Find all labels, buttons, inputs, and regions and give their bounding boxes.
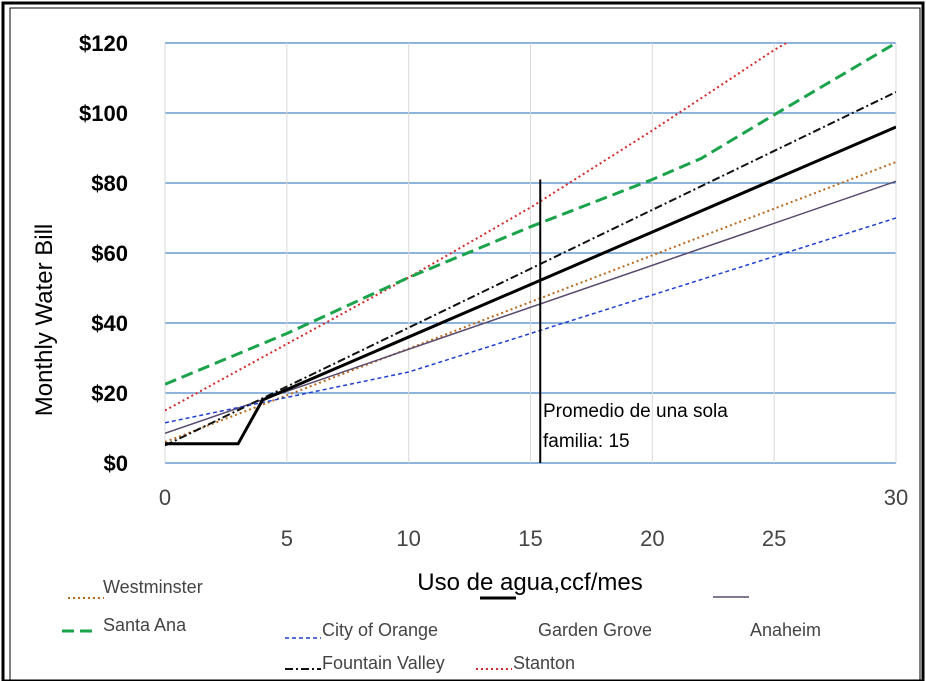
average-annotation: Promedio de una sola familia: 15 — [539, 179, 728, 463]
legend-label-santa-ana: Santa Ana — [103, 615, 187, 635]
series-lines — [165, 43, 896, 447]
chart-frame-inner — [9, 7, 921, 681]
legend-label-garden-grove: Garden Grove — [538, 620, 652, 640]
y-tick-label: $120 — [79, 31, 128, 56]
series-line-westminster — [165, 161, 896, 443]
series-line-anaheim — [165, 180, 896, 435]
gridlines — [164, 42, 897, 464]
legend: Westminster Santa Ana City of Orange Garden… — [62, 577, 821, 673]
legend-label-stanton: Stanton — [513, 653, 575, 673]
y-tick-labels: $0 $20 $40 $60 $80 $100 $120 — [79, 31, 128, 476]
y-axis-title: Monthly Water Bill — [31, 224, 58, 417]
legend-label-westminster: Westminster — [103, 577, 203, 597]
annotation-line-2: familia: 15 — [543, 431, 630, 452]
legend-label-anaheim: Anaheim — [750, 620, 821, 640]
legend-label-fountain-valley: Fountain Valley — [322, 653, 445, 673]
y-tick-label: $40 — [91, 311, 128, 336]
x-axis-title: Uso de agua,ccf/mes — [417, 569, 642, 596]
y-tick-label: $60 — [91, 241, 128, 266]
x-tick-label: 25 — [762, 526, 786, 551]
x-tick-label: 20 — [640, 526, 664, 551]
y-tick-label: $20 — [91, 381, 128, 406]
series-line-santa-ana — [165, 43, 896, 386]
y-tick-label: $100 — [79, 101, 128, 126]
x-tick-labels: 0 5 10 15 20 25 30 — [159, 485, 908, 551]
x-tick-label: 10 — [396, 526, 420, 551]
x-tick-label: 0 — [159, 485, 171, 510]
x-tick-label: 15 — [518, 526, 542, 551]
y-tick-label: $80 — [91, 171, 128, 196]
series-line-fountain-valley — [165, 91, 896, 447]
annotation-line-1: Promedio de una sola — [543, 401, 728, 422]
y-tick-label: $0 — [104, 451, 128, 476]
series-line-city-of-orange — [165, 217, 896, 424]
series-line-garden-grove — [165, 125, 896, 446]
legend-label-city-of-orange: City of Orange — [322, 620, 438, 640]
x-tick-label: 30 — [884, 485, 908, 510]
x-tick-label: 5 — [281, 526, 293, 551]
